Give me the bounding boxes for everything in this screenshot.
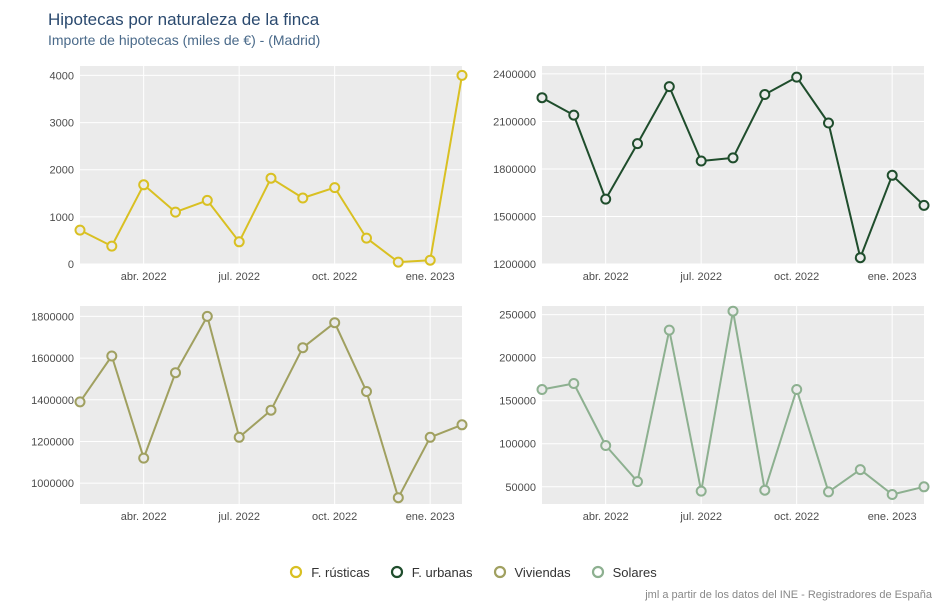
svg-text:1800000: 1800000 (493, 164, 536, 176)
svg-text:abr. 2022: abr. 2022 (583, 271, 629, 283)
legend-label: F. urbanas (412, 565, 473, 580)
panel-grid: 0 1000 2000 3000 4000 abr. 2022 jul. 2022 oct. … (10, 58, 934, 538)
svg-text:ene. 2023: ene. 2023 (868, 511, 917, 523)
svg-text:100000: 100000 (499, 439, 536, 451)
svg-text:jul. 2022: jul. 2022 (679, 271, 722, 283)
svg-text:150000: 150000 (499, 396, 536, 408)
svg-text:ene. 2023: ene. 2023 (406, 511, 455, 523)
legend-marker-icon (491, 563, 509, 581)
svg-text:oct. 2022: oct. 2022 (312, 511, 357, 523)
legend-marker-icon (589, 563, 607, 581)
svg-text:50000: 50000 (505, 482, 536, 494)
legend-label: F. rústicas (311, 565, 370, 580)
svg-text:1600000: 1600000 (31, 353, 74, 365)
svg-text:jul. 2022: jul. 2022 (679, 511, 722, 523)
chart-title: Hipotecas por naturaleza de la finca (48, 10, 319, 30)
panel-1: 1200000 1500000 1800000 2100000 2400000 abr. … (472, 58, 934, 298)
panel-0: 0 1000 2000 3000 4000 abr. 2022 jul. 2022 oct. … (10, 58, 472, 298)
panel-2: 1000000 1200000 1400000 1600000 1800000 abr. … (10, 298, 472, 538)
svg-text:3000: 3000 (50, 118, 74, 130)
svg-text:1800000: 1800000 (31, 311, 74, 323)
svg-text:oct. 2022: oct. 2022 (774, 271, 819, 283)
legend-label: Viviendas (515, 565, 571, 580)
legend-label: Solares (613, 565, 657, 580)
legend-marker-icon (388, 563, 406, 581)
chart-caption: jml a partir de los datos del INE - Regi… (645, 589, 932, 601)
legend-item: F. urbanas (388, 563, 473, 581)
svg-text:250000: 250000 (499, 310, 536, 322)
svg-text:jul. 2022: jul. 2022 (217, 271, 260, 283)
legend: F. rústicas F. urbanas Viviendas Solares (0, 563, 944, 581)
svg-text:abr. 2022: abr. 2022 (121, 271, 167, 283)
svg-text:ene. 2023: ene. 2023 (868, 271, 917, 283)
svg-text:2400000: 2400000 (493, 69, 536, 81)
svg-text:jul. 2022: jul. 2022 (217, 511, 260, 523)
svg-text:4000: 4000 (50, 70, 74, 82)
svg-text:abr. 2022: abr. 2022 (121, 511, 167, 523)
chart-subtitle: Importe de hipotecas (miles de €) - (Mad… (48, 32, 320, 48)
chart-container: Hipotecas por naturaleza de la finca Imp… (0, 0, 944, 607)
svg-text:1400000: 1400000 (31, 395, 74, 407)
svg-text:200000: 200000 (499, 353, 536, 365)
svg-text:1500000: 1500000 (493, 211, 536, 223)
svg-text:1200000: 1200000 (31, 436, 74, 448)
legend-marker-icon (287, 563, 305, 581)
legend-item: Viviendas (491, 563, 571, 581)
svg-text:1000: 1000 (50, 212, 74, 224)
svg-text:1000000: 1000000 (31, 478, 74, 490)
svg-text:oct. 2022: oct. 2022 (312, 271, 357, 283)
svg-text:ene. 2023: ene. 2023 (406, 271, 455, 283)
svg-text:2100000: 2100000 (493, 116, 536, 128)
panel-3: 50000 100000 150000 200000 250000 abr. 2022 ju… (472, 298, 934, 538)
svg-text:abr. 2022: abr. 2022 (583, 511, 629, 523)
legend-item: F. rústicas (287, 563, 370, 581)
svg-text:1200000: 1200000 (493, 259, 536, 271)
svg-text:oct. 2022: oct. 2022 (774, 511, 819, 523)
svg-text:2000: 2000 (50, 165, 74, 177)
svg-text:0: 0 (68, 259, 74, 271)
legend-item: Solares (589, 563, 657, 581)
